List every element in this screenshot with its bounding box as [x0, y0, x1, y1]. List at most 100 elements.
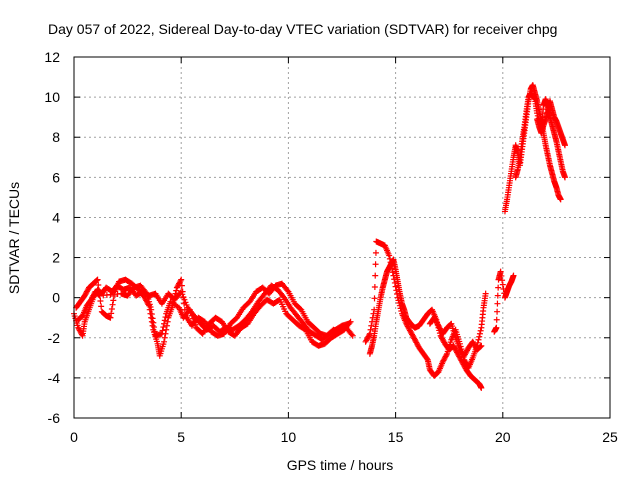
data-point: [150, 319, 157, 326]
series-sat-e: [362, 238, 489, 379]
data-point: [109, 301, 116, 308]
data-point: [494, 308, 501, 315]
data-point: [398, 308, 405, 315]
data-point: [475, 336, 482, 343]
data-point: [499, 281, 506, 288]
x-tick-label: 15: [388, 429, 404, 445]
data-point: [151, 324, 158, 331]
data-point: [95, 281, 102, 288]
data-point: [497, 268, 504, 275]
data-point: [110, 297, 117, 304]
data-point: [478, 384, 485, 391]
data-point: [178, 276, 185, 283]
chart-title: Day 057 of 2022, Sidereal Day-to-day VTE…: [48, 21, 557, 37]
data-point: [171, 296, 178, 303]
data-point: [366, 330, 373, 337]
data-point: [391, 276, 398, 283]
data-point: [148, 311, 155, 318]
data-point: [372, 249, 379, 256]
series-sat-i: [512, 90, 568, 181]
data-point: [161, 320, 168, 327]
data-point: [372, 272, 379, 279]
data-point: [394, 290, 401, 297]
series-sat-j: [534, 98, 568, 149]
x-tick-label: 0: [70, 429, 78, 445]
data-point: [346, 320, 353, 327]
data-point: [189, 315, 196, 322]
data-point: [390, 272, 397, 279]
x-tick-label: 10: [281, 429, 297, 445]
data-point: [159, 327, 166, 334]
data-point: [367, 326, 374, 333]
axis-ticks: [73, 56, 611, 419]
data-point: [368, 322, 375, 329]
y-tick-label: 2: [52, 250, 60, 266]
data-point: [179, 288, 186, 295]
data-point: [557, 196, 564, 203]
data-point: [391, 279, 398, 286]
data-point: [186, 306, 193, 313]
data-point: [561, 142, 568, 149]
data-point: [366, 332, 373, 339]
data-point: [477, 343, 484, 350]
y-tick-label: -4: [48, 370, 61, 386]
data-point: [143, 290, 150, 297]
data-point: [371, 283, 378, 290]
data-point: [349, 332, 356, 339]
x-tick-label: 25: [602, 429, 618, 445]
data-point: [164, 318, 171, 325]
data-point: [347, 318, 354, 325]
y-tick-label: 12: [44, 49, 60, 65]
data-point: [147, 304, 154, 311]
data-point: [148, 318, 155, 325]
y-axis-label: SDTVAR / TECUs: [6, 182, 22, 294]
data-point: [371, 295, 378, 302]
series-sat-d: [366, 256, 485, 391]
data-point: [499, 277, 506, 284]
data-point: [424, 355, 431, 362]
data-point: [148, 306, 155, 313]
x-axis-label: GPS time / hours: [287, 457, 394, 473]
y-tick-label: 0: [52, 290, 60, 306]
data-point: [98, 303, 105, 310]
data-point: [386, 252, 393, 259]
data-point: [386, 255, 393, 262]
data-point: [493, 316, 500, 323]
data-point: [443, 352, 450, 359]
y-tick-label: 6: [52, 169, 60, 185]
data-point: [108, 310, 115, 317]
data-point: [477, 327, 484, 334]
data-point: [145, 296, 152, 303]
data-point: [387, 259, 394, 266]
data-point: [393, 287, 400, 294]
data-point: [149, 315, 156, 322]
data-point: [396, 300, 403, 307]
data-point: [498, 272, 505, 279]
data-point: [173, 287, 180, 294]
data-point: [297, 305, 304, 312]
data-point: [161, 338, 168, 345]
data-point: [397, 305, 404, 312]
data-point: [476, 333, 483, 340]
data-point: [163, 326, 170, 333]
data-point: [177, 277, 184, 284]
data-point: [478, 342, 485, 349]
x-tick-label: 20: [495, 429, 511, 445]
data-point: [369, 318, 376, 325]
data-point: [371, 306, 378, 313]
y-tick-label: 10: [44, 89, 60, 105]
data-point: [178, 282, 185, 289]
data-point: [172, 290, 179, 297]
plot-frame: [73, 56, 611, 419]
data-point: [171, 293, 178, 300]
data-point: [494, 292, 501, 299]
data-point: [369, 314, 376, 321]
data-point: [482, 290, 489, 297]
data-point: [561, 174, 568, 181]
data-point: [494, 300, 501, 307]
data-point: [144, 293, 151, 300]
data-point: [534, 110, 541, 117]
data-point: [370, 310, 377, 317]
data-point: [149, 322, 156, 329]
